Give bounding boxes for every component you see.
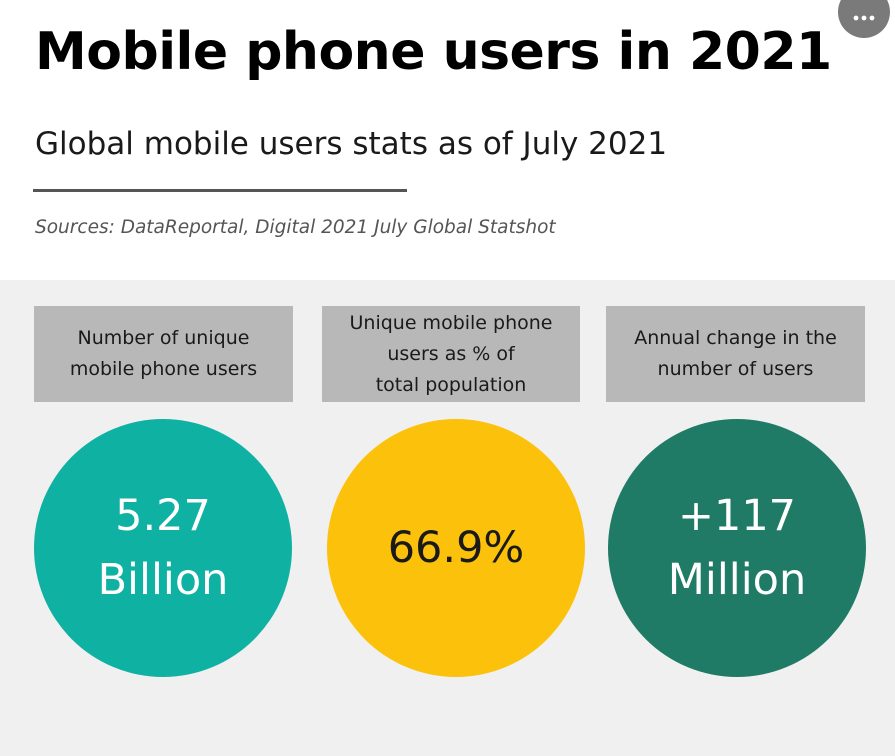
page-subtitle: Global mobile users stats as of July 202… bbox=[35, 126, 668, 162]
stat-value: 5.27 Billion bbox=[97, 491, 229, 605]
stat-label: Number of unique mobile phone users bbox=[69, 327, 258, 380]
stat-label: Unique mobile phone users as % of total … bbox=[349, 311, 553, 396]
more-options-button[interactable] bbox=[838, 0, 890, 38]
stat-value: +117 Million bbox=[667, 491, 807, 605]
page-title: Mobile phone users in 2021 bbox=[35, 22, 832, 82]
more-horizontal-icon bbox=[853, 15, 875, 21]
stat-circle-annual-change: +117 Million bbox=[608, 419, 866, 677]
sources-note: Sources: DataReportal, Digital 2021 July… bbox=[35, 217, 556, 238]
stat-circle-unique-users: 5.27 Billion bbox=[34, 419, 292, 677]
stat-label: Annual change in the number of users bbox=[634, 327, 837, 380]
title-divider bbox=[33, 189, 407, 192]
stats-panel: Number of unique mobile phone users Uniq… bbox=[0, 280, 895, 756]
stat-value: 66.9% bbox=[387, 523, 525, 573]
stat-label-box-percent-population: Unique mobile phone users as % of total … bbox=[322, 306, 580, 402]
stat-label-box-annual-change: Annual change in the number of users bbox=[606, 306, 865, 402]
stat-label-box-unique-users: Number of unique mobile phone users bbox=[34, 306, 293, 402]
stat-circle-percent-population: 66.9% bbox=[327, 419, 585, 677]
